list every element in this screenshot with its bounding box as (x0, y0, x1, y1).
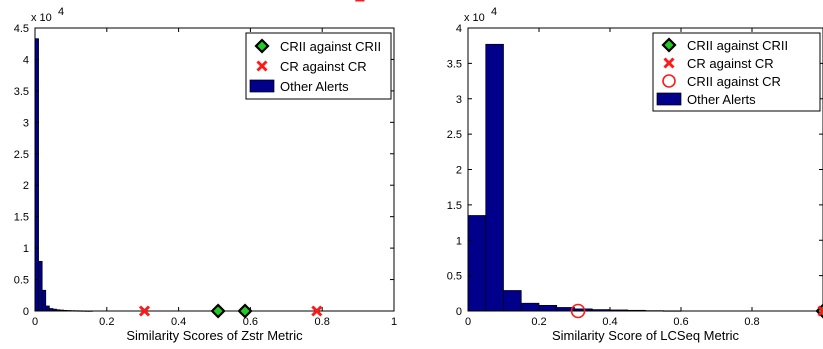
y-exponent-power: 4 (58, 6, 64, 18)
y-tick-label: 2.5 (14, 149, 29, 161)
y-tick-label: 3.5 (447, 58, 462, 70)
legend-diamond-marker (254, 38, 270, 54)
y-tick-label: 1.5 (14, 212, 29, 224)
histogram-bar (41, 289, 47, 312)
y-exponent-label: x 10 (464, 12, 485, 24)
chart-panel-2: 0 0.2 0.4 0.6 0.800.511.522.533.54x 10 4Simil… (447, 6, 823, 343)
x-tick-label: 0.8 (744, 316, 759, 328)
legend-label: Other Alerts (687, 92, 756, 107)
legend: CRII against CRII CR against CR CRII again… (652, 32, 821, 112)
histogram-bar (520, 302, 540, 312)
y-tick-label: 4 (23, 54, 29, 66)
x-tick-label: 0.8 (315, 316, 330, 328)
y-tick-label: 4.5 (14, 23, 29, 35)
histogram-bar (38, 260, 43, 312)
y-tick-label: 3.5 (14, 86, 29, 98)
marker-cross (311, 305, 323, 317)
legend-patch (656, 92, 682, 106)
y-tick-label: 3 (456, 94, 462, 106)
x-tick-label: 1 (391, 316, 397, 328)
legend-label: CR against CR (687, 56, 774, 71)
chart-panel-1: 0 0.2 0.4 0.6 0.8 1 0 0.5 1 1.5 2 2.5 3 3.5 4 4.5x 10 4 S… (14, 0, 397, 343)
x-tick-label: 0.6 (673, 316, 688, 328)
x-axis-label: Similarity Score of LCSeq Metric (552, 328, 740, 343)
legend-label: CRII against CR (687, 74, 781, 89)
legend: CRII against CRII CR against CR Other Aler… (245, 32, 392, 100)
histogram-bar (485, 43, 504, 312)
y-tick-label: 0.5 (14, 275, 29, 287)
marker-circle (570, 303, 586, 319)
x-tick-label: 0.2 (99, 316, 114, 328)
marker-diamond (237, 303, 253, 319)
marker-cross (138, 305, 151, 317)
legend-cross-marker (256, 60, 268, 72)
histogram-bar (538, 304, 558, 312)
y-tick-label: 2 (456, 165, 462, 177)
x-tick-label: 0.4 (171, 316, 186, 328)
y-tick-label: 2.5 (447, 129, 462, 141)
y-exponent-power: 4 (491, 6, 497, 18)
marker-cross-stroke-b (138, 305, 151, 317)
marker-cross-stroke-b (311, 305, 323, 317)
x-tick-label: 0 (32, 316, 38, 328)
y-tick-label: 4 (456, 23, 462, 35)
y-tick-label: 0 (23, 306, 29, 318)
histogram-bar (45, 305, 50, 312)
y-tick-label: 1 (23, 243, 29, 255)
histogram-bar (503, 290, 522, 312)
y-tick-label: 3 (23, 117, 29, 129)
legend-cross-marker-stroke-b (663, 57, 675, 69)
x-tick-label: 0 (465, 316, 471, 328)
legend-circle-marker (662, 74, 676, 88)
legend-label: CR against CR (280, 59, 367, 74)
marker-diamond (210, 303, 226, 319)
marker-cross-stroke-a (817, 305, 823, 314)
legend-cross-marker (663, 57, 675, 69)
y-tick-label: 0.5 (447, 271, 462, 283)
y-tick-label: 0 (456, 306, 462, 318)
x-axis-label: Similarity Scores of Zstr Metric (126, 328, 303, 343)
y-tick-label: 2 (23, 180, 29, 192)
histogram-bar (467, 215, 487, 312)
y-exponent-label: x 10 (31, 12, 52, 24)
y-tick-label: 1 (456, 235, 462, 247)
legend-cross-marker-stroke-b (256, 60, 268, 72)
legend-label: Other Alerts (280, 79, 349, 94)
x-tick-label: 0.6 (243, 316, 258, 328)
x-tick-label: 0.4 (602, 316, 617, 328)
legend-label: CRII against CRII (280, 39, 381, 54)
legend-label: CRII against CRII (687, 38, 788, 53)
legend-diamond-marker (661, 37, 677, 53)
histogram-bar (34, 38, 39, 312)
legend-patch (249, 79, 275, 93)
y-tick-label: 1.5 (447, 200, 462, 212)
marker-cross (817, 305, 823, 317)
x-tick-label: 0.2 (531, 316, 546, 328)
marker-cross-stroke-b (817, 308, 823, 317)
